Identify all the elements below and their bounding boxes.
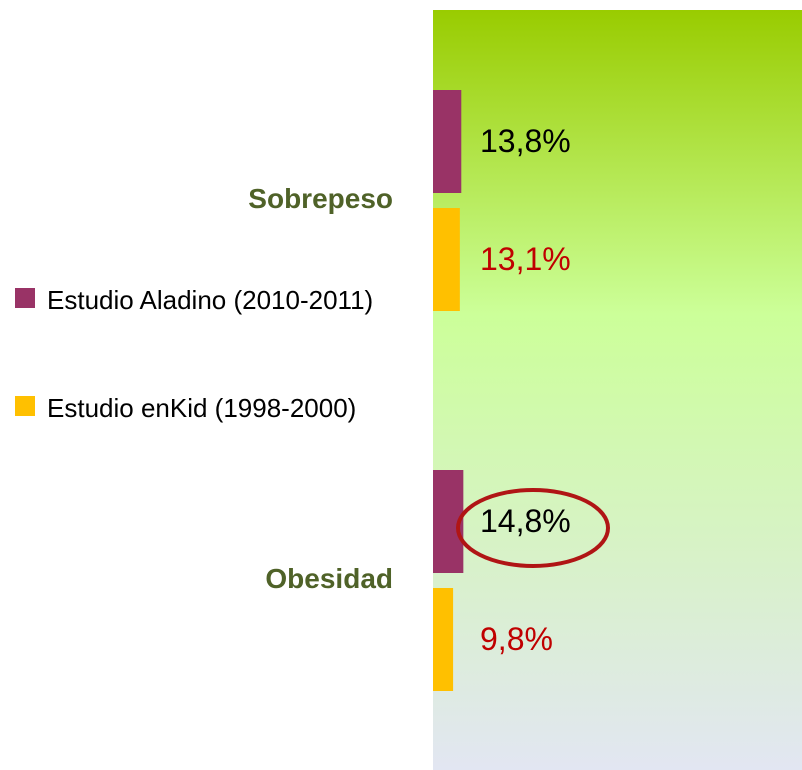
- highlight-circle: [456, 488, 610, 568]
- bar: [433, 208, 460, 311]
- bar: [433, 90, 462, 193]
- legend-item: Estudio enKid (1998-2000): [15, 391, 395, 425]
- category-label: Sobrepeso: [248, 183, 393, 214]
- legend-item: Estudio Aladino (2010-2011): [15, 283, 395, 317]
- category-label: Obesidad: [265, 563, 393, 594]
- value-label: 13,1%: [480, 241, 571, 277]
- legend-label: Estudio Aladino (2010-2011): [47, 285, 374, 315]
- value-label: 14,8%: [480, 503, 571, 539]
- value-label: 13,8%: [480, 123, 571, 159]
- legend-label: Estudio enKid (1998-2000): [47, 393, 357, 423]
- legend-swatch: [15, 396, 35, 416]
- value-label: 9,8%: [480, 621, 553, 657]
- bar: [433, 588, 454, 691]
- plot-area: [433, 10, 802, 770]
- legend-swatch: [15, 288, 35, 308]
